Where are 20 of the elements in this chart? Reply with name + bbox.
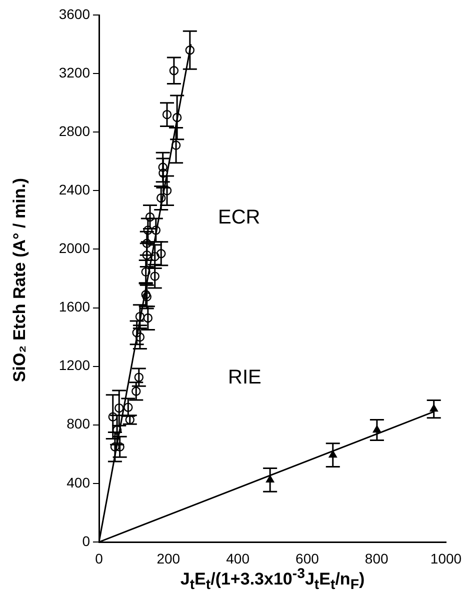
y-axis-title: SiO₂ Etch Rate (A° / min.) [10,176,30,384]
x-tick-label: 200 [156,550,180,566]
x-tick-label: 1000 [430,550,462,566]
y-tick-label: 400 [66,474,90,490]
y-tick-label: 3600 [58,6,90,22]
x-tick-label: 0 [95,550,104,566]
annotation: ECR [218,206,260,229]
x-tick-label: 400 [226,550,250,566]
y-tick-label: 3200 [58,64,90,80]
y-tick-label: 1600 [58,298,90,315]
x-tick-label: 800 [364,550,388,566]
y-tick-label: 2400 [58,182,90,198]
annotation: RIE [228,366,262,389]
y-tick-label: 1200 [58,357,90,374]
y-tick-label: 2000 [58,240,90,256]
text: J$_{t}$E$_{t}$/(1+3.3x10$^{-3}$J$_{t}$E$_{t}$/n$_{F}$) [180,566,365,594]
y-tick-label: 800 [66,416,90,432]
y-tick-label: 2800 [58,122,90,139]
x-tick-label: 600 [296,550,320,566]
y-tick-label: 0 [82,532,90,549]
